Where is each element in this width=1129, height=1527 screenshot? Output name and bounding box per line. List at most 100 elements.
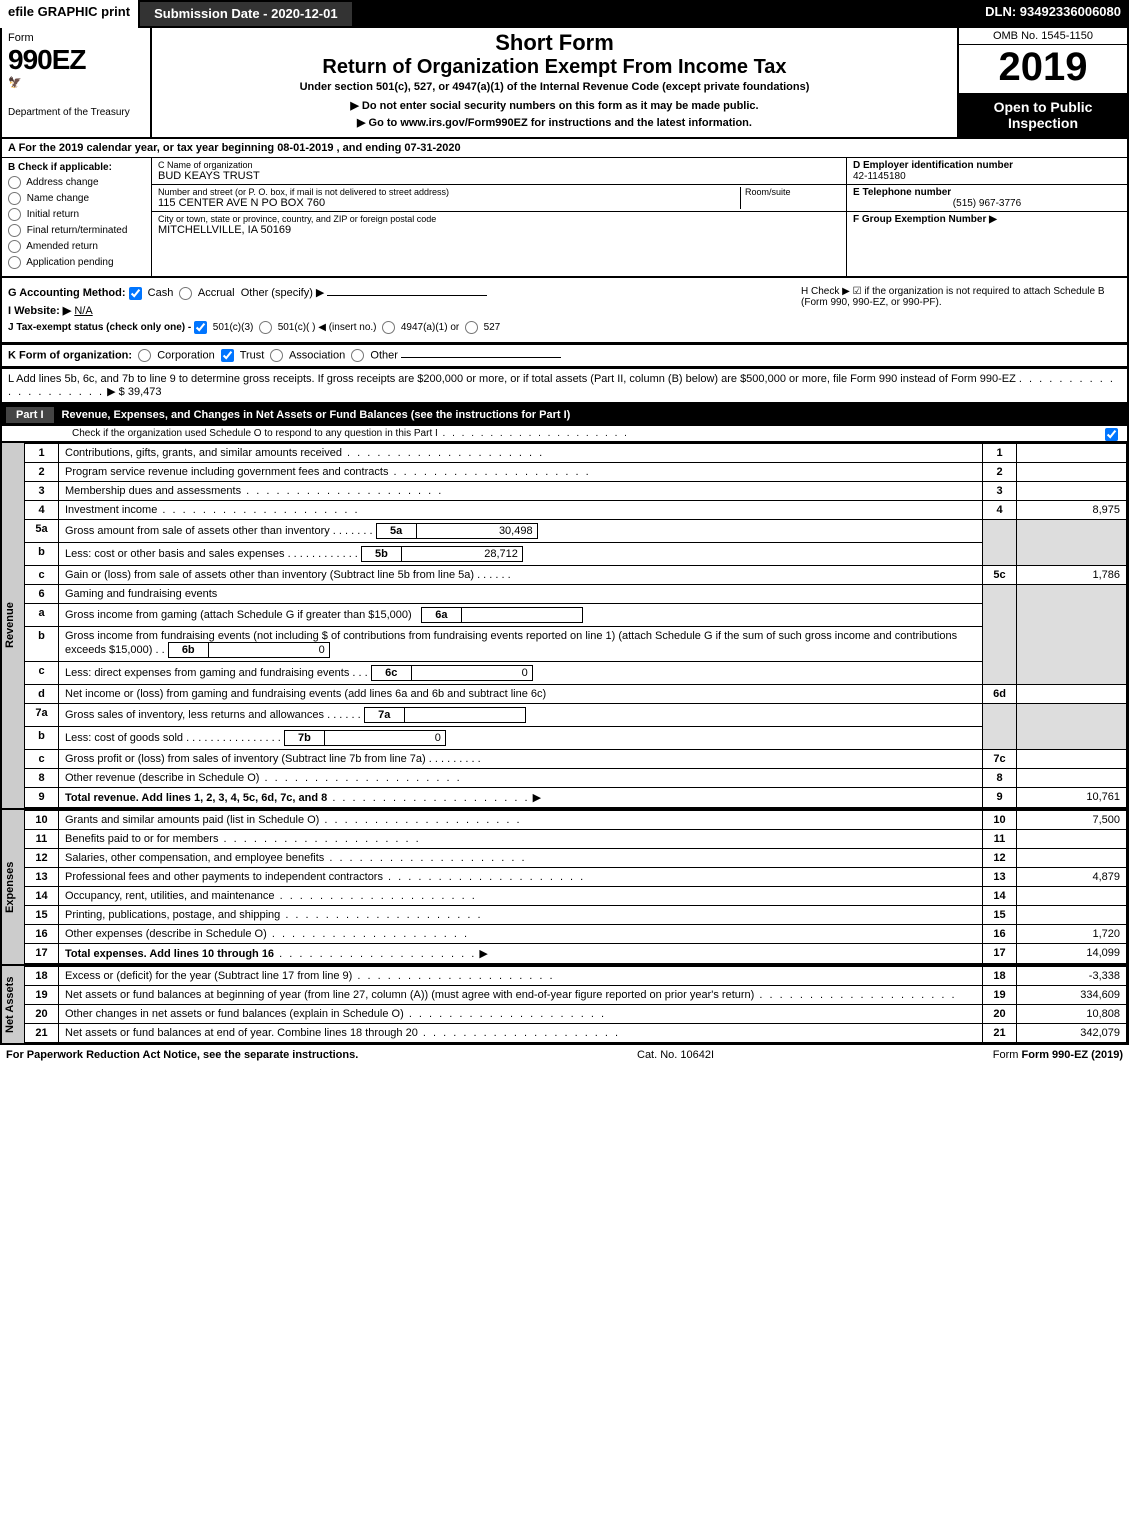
d-ein-label: D Employer identification number: [853, 160, 1121, 171]
cb-trust[interactable]: [221, 349, 234, 362]
line-5a: 5aGross amount from sale of assets other…: [25, 519, 1127, 542]
pra-notice: For Paperwork Reduction Act Notice, see …: [6, 1049, 358, 1061]
irs-eagle-icon: 🦅: [8, 76, 144, 89]
l-gross-receipts: L Add lines 5b, 6c, and 7b to line 9 to …: [0, 368, 1129, 404]
top-bar: efile GRAPHIC print Submission Date - 20…: [0, 0, 1129, 28]
cat-number: Cat. No. 10642I: [637, 1049, 714, 1061]
cb-527[interactable]: [465, 321, 478, 334]
line-9: 9Total revenue. Add lines 1, 2, 3, 4, 5c…: [25, 787, 1127, 807]
line-5b: bLess: cost or other basis and sales exp…: [25, 542, 1127, 565]
cb-schedule-o[interactable]: [1105, 428, 1118, 441]
line-20: 20Other changes in net assets or fund ba…: [25, 1004, 1127, 1023]
cb-amended-return[interactable]: Amended return: [8, 240, 145, 253]
tax-year-sentence: A For the 2019 calendar year, or tax yea…: [2, 139, 1127, 158]
cb-501c[interactable]: [259, 321, 272, 334]
form-word: Form: [8, 32, 144, 44]
b-checkboxes: B Check if applicable: Address change Na…: [2, 158, 152, 276]
line-7a: 7aGross sales of inventory, less returns…: [25, 703, 1127, 726]
ghij-block: G Accounting Method: Cash Accrual Other …: [0, 278, 1129, 344]
line-6d: dNet income or (loss) from gaming and fu…: [25, 684, 1127, 703]
cb-application-pending[interactable]: Application pending: [8, 256, 145, 269]
page-footer: For Paperwork Reduction Act Notice, see …: [0, 1045, 1129, 1065]
website-value: N/A: [74, 305, 92, 317]
part1-title: Revenue, Expenses, and Changes in Net As…: [62, 409, 571, 421]
tax-year: 2019: [959, 45, 1127, 93]
goto-link[interactable]: ▶ Go to www.irs.gov/Form990EZ for instru…: [160, 116, 949, 129]
j-tax-exempt: J Tax-exempt status (check only one) - 5…: [8, 321, 793, 334]
line-16: 16Other expenses (describe in Schedule O…: [25, 924, 1127, 943]
efile-print-label[interactable]: efile GRAPHIC print: [0, 0, 138, 28]
net-assets-label: Net Assets: [2, 966, 24, 1043]
line-7b: bLess: cost of goods sold . . . . . . . …: [25, 726, 1127, 749]
line-6b: bGross income from fundraising events (n…: [25, 626, 1127, 661]
net-assets-section: Net Assets 18Excess or (deficit) for the…: [0, 966, 1129, 1045]
part1-sub: Check if the organization used Schedule …: [0, 426, 1129, 443]
line-2: 2Program service revenue including gover…: [25, 462, 1127, 481]
line-1: 1Contributions, gifts, grants, and simil…: [25, 443, 1127, 462]
cb-name-change[interactable]: Name change: [8, 192, 145, 205]
cb-corp[interactable]: [138, 349, 151, 362]
line-12: 12Salaries, other compensation, and empl…: [25, 848, 1127, 867]
line-8: 8Other revenue (describe in Schedule O)8: [25, 768, 1127, 787]
cb-assoc[interactable]: [270, 349, 283, 362]
omb-number: OMB No. 1545-1150: [959, 28, 1127, 45]
e-tel-label: E Telephone number: [853, 187, 1121, 198]
form-number: 990EZ: [8, 44, 144, 76]
org-name: BUD KEAYS TRUST: [158, 170, 840, 182]
c-street-label: Number and street (or P. O. box, if mail…: [158, 187, 740, 197]
under-section: Under section 501(c), 527, or 4947(a)(1)…: [160, 81, 949, 93]
line-19: 19Net assets or fund balances at beginni…: [25, 985, 1127, 1004]
cb-other[interactable]: [351, 349, 364, 362]
open-inspection: Open to Public Inspection: [959, 93, 1127, 137]
line-13: 13Professional fees and other payments t…: [25, 867, 1127, 886]
c-room-label: Room/suite: [745, 187, 840, 197]
line-6a: aGross income from gaming (attach Schedu…: [25, 603, 1127, 626]
revenue-section: Revenue 1Contributions, gifts, grants, a…: [0, 443, 1129, 810]
form-ref: Form Form 990-EZ (2019): [993, 1049, 1123, 1061]
line-17: 17Total expenses. Add lines 10 through 1…: [25, 943, 1127, 963]
k-form-org: K Form of organization: Corporation Trus…: [0, 344, 1129, 368]
line-6c: cLess: direct expenses from gaming and f…: [25, 661, 1127, 684]
dln-label: DLN: 93492336006080: [977, 0, 1129, 28]
ein-value: 42-1145180: [853, 171, 1121, 182]
g-accounting: G Accounting Method: Cash Accrual Other …: [8, 286, 793, 300]
expenses-section: Expenses 10Grants and similar amounts pa…: [0, 810, 1129, 966]
line-4: 4Investment income48,975: [25, 500, 1127, 519]
cb-final-return[interactable]: Final return/terminated: [8, 224, 145, 237]
h-check: H Check ▶ ☑ if the organization is not r…: [801, 286, 1121, 308]
cb-4947[interactable]: [382, 321, 395, 334]
return-title: Return of Organization Exempt From Incom…: [160, 56, 949, 79]
dept-treasury: Department of the Treasury: [8, 107, 144, 118]
cb-501c3[interactable]: [194, 321, 207, 334]
line-5c: cGain or (loss) from sale of assets othe…: [25, 565, 1127, 584]
cb-cash[interactable]: [129, 287, 142, 300]
c-name-label: C Name of organization: [158, 160, 840, 170]
cb-accrual[interactable]: [179, 287, 192, 300]
cb-address-change[interactable]: Address change: [8, 176, 145, 189]
short-form-title: Short Form: [160, 30, 949, 56]
i-website: I Website: ▶ N/A: [8, 304, 793, 317]
revenue-label: Revenue: [2, 443, 24, 808]
form-header: Form 990EZ 🦅 Department of the Treasury …: [0, 28, 1129, 139]
line-14: 14Occupancy, rent, utilities, and mainte…: [25, 886, 1127, 905]
submission-date: Submission Date - 2020-12-01: [138, 0, 354, 28]
ssn-warning: ▶ Do not enter social security numbers o…: [160, 99, 949, 112]
line-3: 3Membership dues and assessments3: [25, 481, 1127, 500]
c-city-label: City or town, state or province, country…: [158, 214, 840, 224]
l-amount: ▶ $ 39,473: [107, 386, 161, 398]
b-label: B Check if applicable:: [8, 162, 145, 173]
line-18: 18Excess or (deficit) for the year (Subt…: [25, 966, 1127, 985]
expenses-label: Expenses: [2, 810, 24, 964]
tel-value: (515) 967-3776: [853, 198, 1121, 209]
part1-num: Part I: [6, 407, 54, 423]
org-street: 115 CENTER AVE N PO BOX 760: [158, 197, 740, 209]
line-11: 11Benefits paid to or for members11: [25, 829, 1127, 848]
line-21: 21Net assets or fund balances at end of …: [25, 1023, 1127, 1042]
line-15: 15Printing, publications, postage, and s…: [25, 905, 1127, 924]
cb-initial-return[interactable]: Initial return: [8, 208, 145, 221]
f-group-label: F Group Exemption Number ▶: [853, 214, 1121, 225]
entity-block: A For the 2019 calendar year, or tax yea…: [0, 139, 1129, 278]
line-6: 6Gaming and fundraising events: [25, 584, 1127, 603]
part1-header: Part I Revenue, Expenses, and Changes in…: [0, 404, 1129, 426]
org-city: MITCHELLVILLE, IA 50169: [158, 224, 840, 236]
